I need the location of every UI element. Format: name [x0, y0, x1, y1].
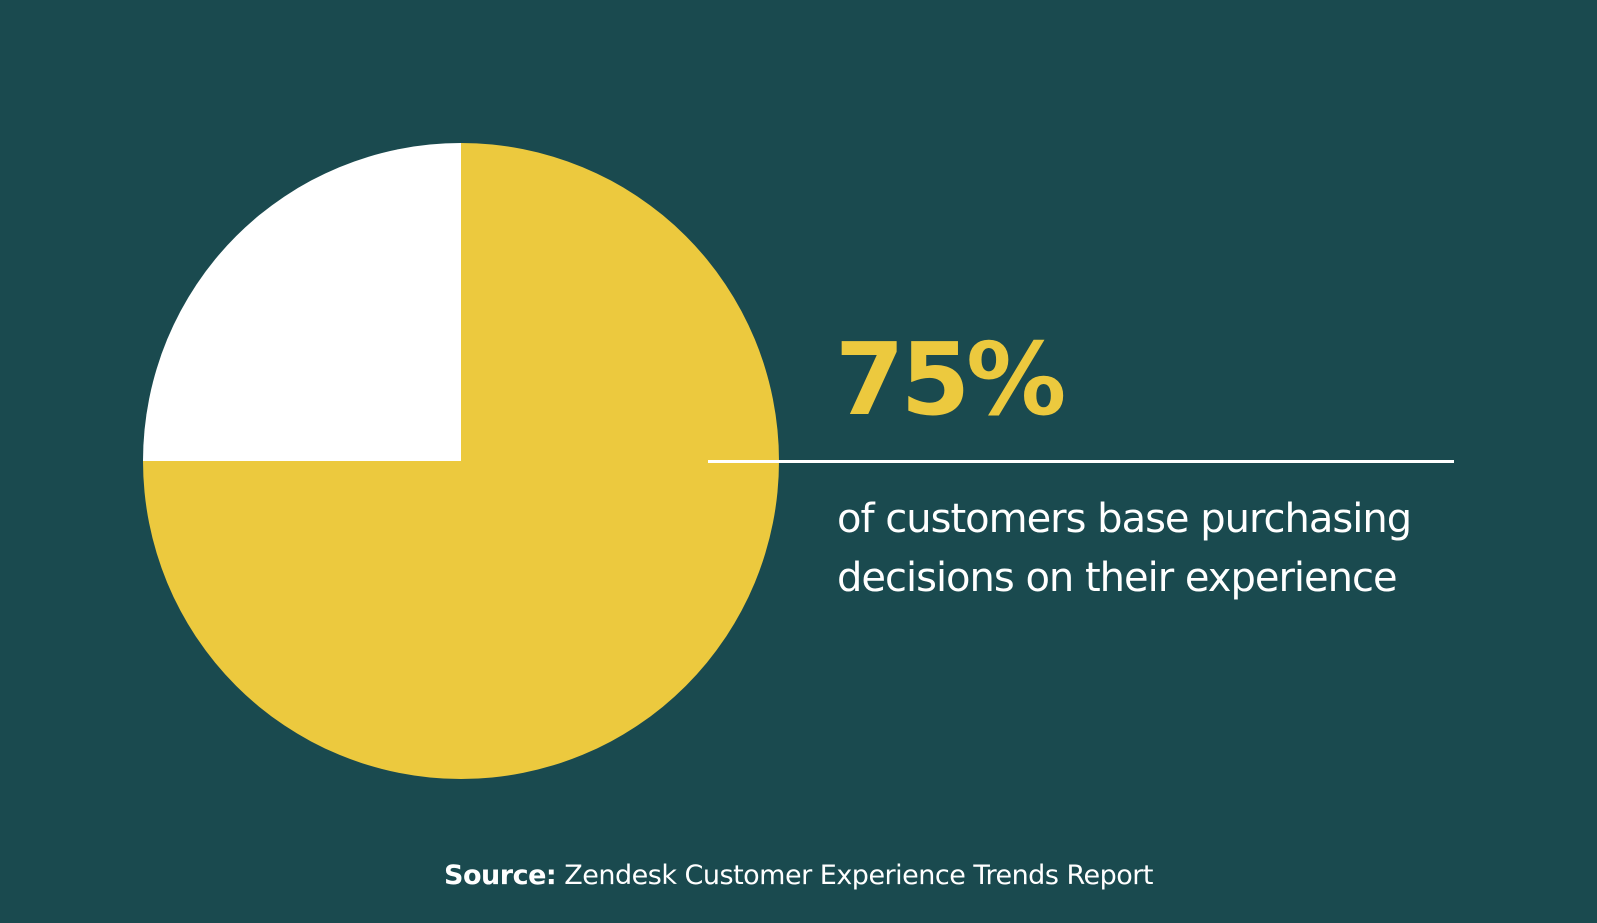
- source-label: Source:: [444, 860, 557, 891]
- source-text: Zendesk Customer Experience Trends Repor…: [564, 860, 1153, 891]
- pie-slice-25: [143, 143, 461, 461]
- source-note: Source: Zendesk Customer Experience Tren…: [0, 860, 1597, 891]
- headline-description: of customers base purchasing decisions o…: [837, 496, 1412, 601]
- divider-line: [708, 460, 1454, 463]
- headline-percent: 75%: [835, 321, 1066, 438]
